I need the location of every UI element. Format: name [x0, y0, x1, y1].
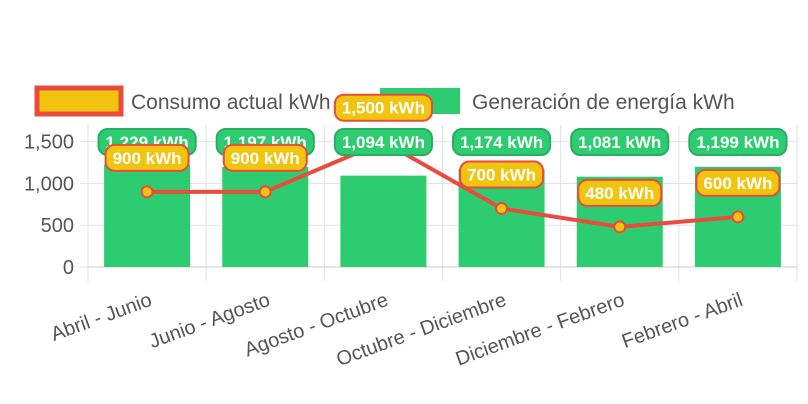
legend-swatch-consumption[interactable]: [34, 85, 124, 117]
bar-value-label-box: [688, 128, 788, 156]
line-value-label-text: 1,500 kWh: [342, 99, 425, 118]
bar-value-label-box: [333, 128, 433, 156]
line-value-label-box: [577, 178, 663, 207]
line-value-label-box: [333, 93, 433, 122]
y-tick-label: 1,000: [24, 173, 74, 195]
line-value-label-box: [222, 143, 308, 172]
bar-value-label-box: [570, 128, 670, 156]
consumption-line: [140, 135, 745, 234]
line-value-label-text: 600 kWh: [703, 174, 772, 193]
line-value-label-box: [695, 168, 781, 197]
bar-value-label-text: 1,094 kWh: [342, 133, 425, 152]
line-value-label-text: 900 kWh: [113, 149, 182, 168]
legend-label-generation[interactable]: Generación de energía kWh: [472, 91, 735, 114]
y-tick-label: 1,500: [24, 132, 74, 154]
line-value-label: 700 kWh: [459, 160, 545, 189]
bar-value-label-text: 1,199 kWh: [696, 133, 779, 152]
data-labels: 1,229 kWh 1,197 kWh 1,094 kWh 1,174 kWh 1,08…: [97, 93, 788, 207]
legend-label-consumption[interactable]: Consumo actual kWh: [131, 91, 331, 114]
consumption-series-line: [147, 139, 739, 229]
line-value-label: 1,500 kWh: [333, 93, 433, 122]
line-value-label-box: [104, 143, 190, 172]
line-value-label-text: 900 kWh: [231, 149, 300, 168]
line-value-label: 900 kWh: [222, 143, 308, 172]
bar-value-label: 1,199 kWh: [688, 128, 788, 156]
bar-value-label: 1,081 kWh: [570, 128, 670, 156]
consumption-point[interactable]: [258, 185, 272, 199]
consumption-point[interactable]: [613, 220, 627, 234]
bar-value-label-text: 1,081 kWh: [578, 133, 661, 152]
bar-value-label: 1,094 kWh: [333, 128, 433, 156]
y-tick-label: 0: [63, 257, 74, 279]
bar-value-label-box: [452, 128, 552, 156]
line-value-label-box: [459, 160, 545, 189]
y-axis-ticks: 0 500 1,000 1,500: [24, 132, 74, 279]
x-tick-label: Abril - Junio: [48, 289, 155, 346]
y-tick-label: 500: [41, 215, 74, 237]
line-value-label-text: 700 kWh: [467, 166, 536, 185]
line-value-label: 480 kWh: [577, 178, 663, 207]
bar-value-label: 1,174 kWh: [452, 128, 552, 156]
generation-bars: [104, 164, 781, 267]
line-value-label: 900 kWh: [104, 143, 190, 172]
consumption-point[interactable]: [731, 210, 745, 224]
bar-value-label-text: 1,174 kWh: [460, 133, 543, 152]
generation-bar[interactable]: [222, 167, 309, 267]
consumption-point[interactable]: [140, 185, 154, 199]
generation-bar[interactable]: [104, 164, 191, 267]
consumption-point[interactable]: [495, 202, 509, 216]
grid-lines: [80, 125, 798, 281]
x-tick-label: Febrero - Abril: [619, 289, 746, 353]
line-value-label-text: 480 kWh: [585, 184, 654, 203]
line-value-label: 600 kWh: [695, 168, 781, 197]
generation-bar[interactable]: [340, 175, 427, 267]
